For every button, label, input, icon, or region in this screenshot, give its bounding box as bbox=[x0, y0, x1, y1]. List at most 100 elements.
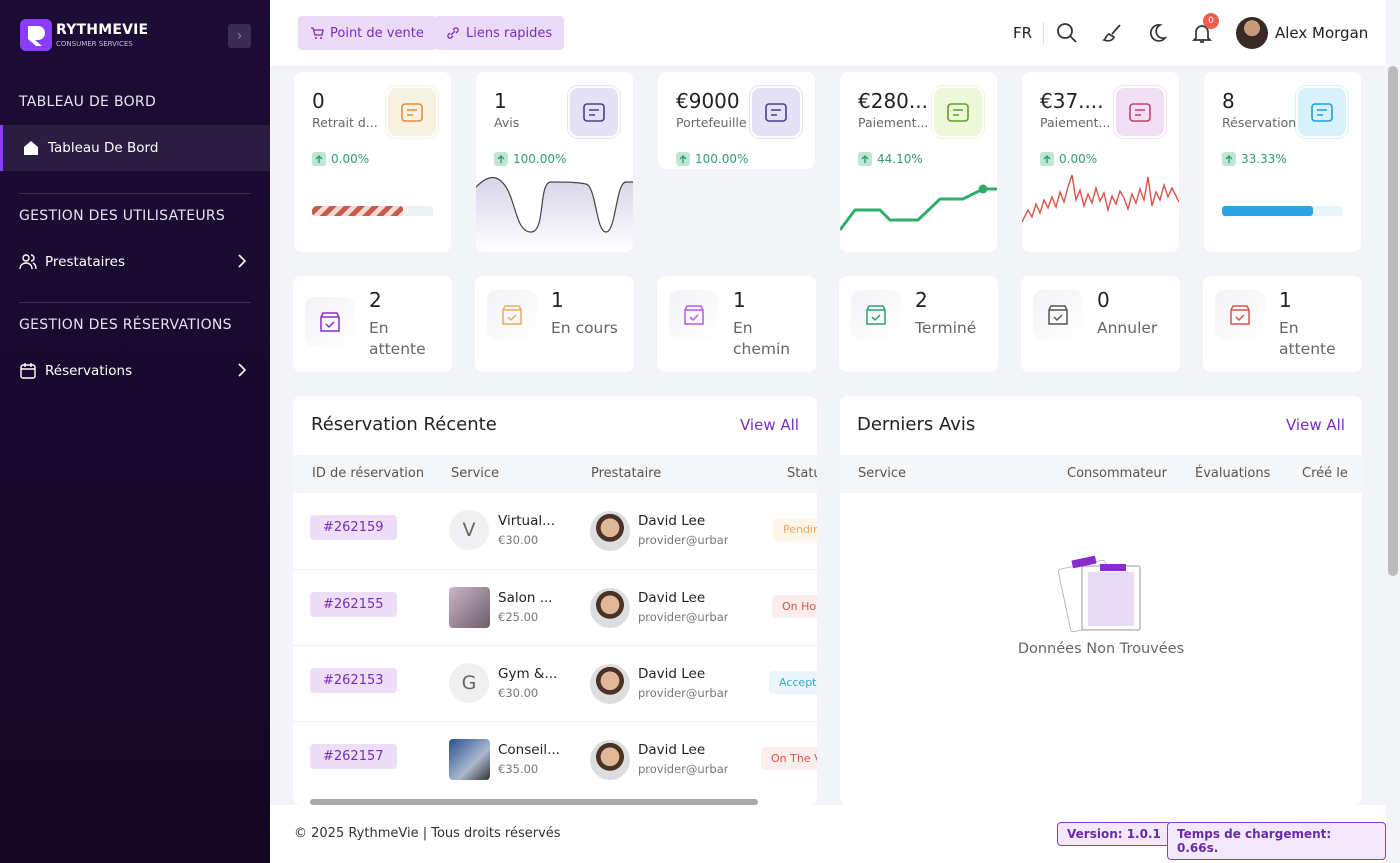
view-all[interactable]: View All bbox=[740, 416, 799, 434]
nav-label: Tableau De Bord bbox=[48, 140, 159, 156]
stat-card: €37.... Paiement... 0.00% bbox=[1022, 72, 1179, 252]
section-title: GESTION DES RÉSERVATIONS bbox=[19, 317, 232, 333]
status-count: 2 bbox=[369, 288, 382, 312]
table-header: Service Consommateur Évaluations Créé le bbox=[840, 455, 1362, 493]
status-card: 1 En cours bbox=[475, 276, 634, 372]
up-icon bbox=[312, 152, 326, 166]
view-all[interactable]: View All bbox=[1286, 416, 1345, 434]
booking-id[interactable]: #262155 bbox=[310, 592, 397, 617]
nav-label: Prestataires bbox=[45, 254, 125, 270]
user-name[interactable]: Alex Morgan bbox=[1275, 24, 1369, 42]
stat-card: 8 Réservation 33.33% bbox=[1204, 72, 1361, 252]
stat-label: Réservation bbox=[1222, 115, 1296, 130]
stat-card: €9000 Portefeuille 100.00% bbox=[658, 72, 815, 169]
change-value: 0.00% bbox=[331, 152, 370, 166]
change-value: 33.33% bbox=[1241, 152, 1287, 166]
icon bbox=[401, 103, 423, 122]
stat-card: 1 Avis 100.00% bbox=[476, 72, 633, 252]
table-row: #262153 G Gym &... €30.00 David Lee provider@… bbox=[293, 645, 817, 721]
stat-icon bbox=[932, 86, 984, 138]
sparkline bbox=[1022, 72, 1179, 252]
stat-value: €280... bbox=[858, 89, 928, 113]
stat-icon bbox=[1114, 86, 1166, 138]
sparkline-chart bbox=[840, 184, 997, 231]
stat-value: €9000 bbox=[676, 89, 740, 113]
scrollbar bbox=[1388, 66, 1398, 576]
chevron-icon bbox=[238, 254, 247, 268]
nav-item[interactable]: Tableau De Bord bbox=[0, 125, 270, 171]
sparkline bbox=[840, 72, 997, 252]
button-label: Point de vente bbox=[330, 25, 424, 41]
stat-label: Paiement... bbox=[858, 115, 929, 130]
nav-item[interactable]: Réservations bbox=[0, 348, 270, 394]
status-label: En cours bbox=[551, 319, 618, 337]
theme-icon[interactable] bbox=[1146, 22, 1168, 44]
booking-id[interactable]: #262157 bbox=[310, 744, 397, 769]
service-price: €30.00 bbox=[498, 686, 539, 700]
sparkline-chart bbox=[476, 177, 633, 252]
section-title: TABLEAU DE BORD bbox=[19, 94, 157, 110]
service-name: Virtual... bbox=[498, 513, 555, 529]
status-icon bbox=[669, 290, 719, 340]
sidebar: RYTHMEVIE CONSUMER SERVICES › TABLEAU DE… bbox=[0, 0, 270, 863]
provider-avatar bbox=[590, 740, 630, 780]
links-button[interactable]: Liens rapides bbox=[434, 16, 565, 50]
language[interactable]: FR bbox=[1013, 24, 1033, 42]
provider-avatar bbox=[590, 664, 630, 704]
booking-id[interactable]: #262159 bbox=[310, 515, 397, 540]
panel-title: Réservation Récente bbox=[311, 414, 497, 435]
stat-change: 0.00% bbox=[312, 152, 369, 166]
latest-reviews: Derniers Avis View All Service Consommateur… bbox=[840, 396, 1362, 805]
icon bbox=[765, 103, 787, 122]
status-count: 1 bbox=[1279, 288, 1292, 312]
stat-value: 8 bbox=[1222, 89, 1235, 113]
brush-icon[interactable] bbox=[1101, 22, 1123, 44]
stat-value: 1 bbox=[494, 89, 507, 113]
provider-name: David Lee bbox=[638, 742, 706, 758]
collapse-button[interactable]: › bbox=[228, 24, 251, 48]
search-icon[interactable] bbox=[1056, 22, 1078, 44]
footer: © 2025 RythmeVie | Tous droits réservés … bbox=[270, 805, 1386, 863]
brand-sub: CONSUMER SERVICES bbox=[56, 40, 133, 48]
status-count: 1 bbox=[733, 288, 746, 312]
status-badge: On The V bbox=[761, 747, 817, 770]
column-header: Service bbox=[858, 466, 907, 481]
icon bbox=[1230, 305, 1250, 325]
provider-avatar bbox=[590, 588, 630, 628]
cart-icon bbox=[311, 27, 324, 39]
status-count: 2 bbox=[915, 288, 928, 312]
service-name: Salon ... bbox=[498, 590, 553, 606]
table-header: ID de réservation Service Prestataire Statu bbox=[293, 455, 817, 493]
up-icon bbox=[676, 152, 690, 166]
status-card: 2 Terminé bbox=[839, 276, 998, 372]
nav-item[interactable]: Prestataires bbox=[0, 239, 270, 285]
status-card: 1 En chemin bbox=[657, 276, 816, 372]
column-header: Consommateur bbox=[1067, 466, 1167, 481]
status-card: 2 En attente bbox=[293, 276, 452, 372]
h-scrollbar bbox=[310, 799, 758, 805]
icon bbox=[1311, 103, 1333, 122]
booking-id[interactable]: #262153 bbox=[310, 668, 397, 693]
recent-reservations: Réservation Récente View All ID de réserva… bbox=[293, 396, 817, 805]
column-header: Prestataire bbox=[591, 466, 662, 481]
status-icon bbox=[1033, 290, 1083, 340]
up-icon bbox=[858, 152, 872, 166]
provider-name: David Lee bbox=[638, 666, 706, 682]
stat-change: 100.00% bbox=[494, 152, 566, 166]
status-count: 0 bbox=[1097, 288, 1110, 312]
provider-email: provider@urbanp bbox=[638, 762, 728, 776]
change-value: 100.00% bbox=[513, 152, 567, 166]
version-badge: Version: 1.0.1 bbox=[1057, 822, 1171, 846]
column-header: Service bbox=[451, 466, 500, 481]
stat-value: 0 bbox=[312, 89, 325, 113]
stat-change: 33.33% bbox=[1222, 152, 1287, 166]
provider-name: David Lee bbox=[638, 513, 706, 529]
pos-button[interactable]: Point de vente bbox=[298, 16, 436, 50]
panel-title: Derniers Avis bbox=[857, 414, 976, 435]
change-value: 44.10% bbox=[877, 152, 923, 166]
divider bbox=[1043, 22, 1044, 44]
provider-email: provider@urbanp bbox=[638, 533, 728, 547]
provider-email: provider@urbanp bbox=[638, 610, 728, 624]
user-avatar[interactable] bbox=[1236, 17, 1268, 49]
